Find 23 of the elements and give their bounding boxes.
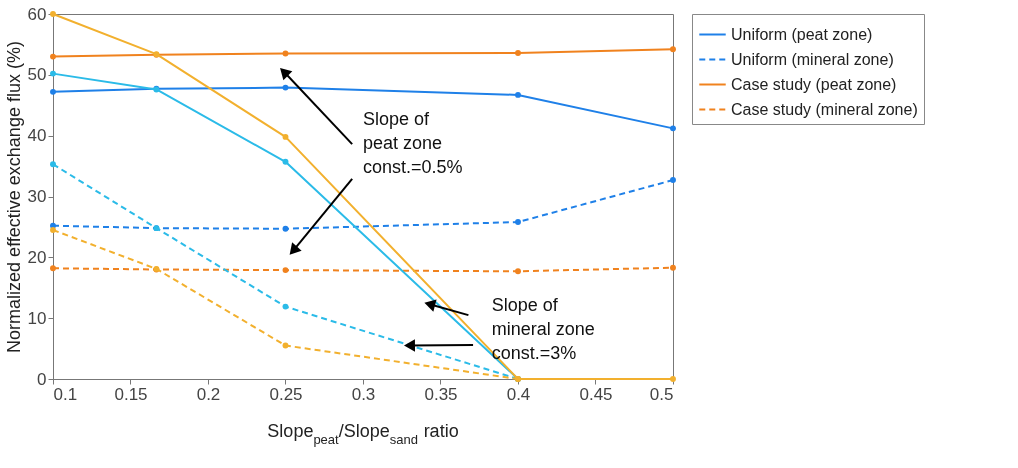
x-tick-label: 0.45 — [579, 384, 613, 404]
x-tick-label: 0.15 — [114, 384, 148, 404]
x-tick-label: 0.4 — [506, 384, 531, 404]
x-tick-label: 0.35 — [424, 384, 458, 404]
x-tick-label: 0.25 — [269, 384, 303, 404]
annotation: Slope of mineral zone const.=3% — [491, 294, 595, 363]
y-tick-label: 60 — [27, 4, 47, 24]
y-tick-label: 50 — [27, 65, 47, 85]
y-tick-label: 20 — [27, 247, 47, 267]
y-tick-label: 30 — [27, 187, 47, 206]
legend-label: Case study (mineral zone) — [731, 100, 918, 118]
y-tick-label: 10 — [27, 308, 47, 328]
legend-label: Case study (peat zone) — [731, 75, 897, 93]
legend-label: Uniform (peat zone) — [731, 25, 873, 43]
x-tick-label: 0.5 — [649, 384, 674, 404]
legend-label: Uniform (mineral zone) — [731, 50, 894, 68]
y-axis-title: Normalized effective exchange flux (%) — [3, 41, 24, 353]
y-tick-label: 0 — [37, 369, 47, 389]
annotation: Slope of peat zone const.=0.5% — [363, 109, 463, 178]
y-tick-label: 40 — [27, 126, 47, 146]
x-tick-label: 0.2 — [196, 384, 221, 404]
x-tick-label: 0.1 — [53, 384, 78, 404]
x-tick-label: 0.3 — [351, 384, 376, 404]
